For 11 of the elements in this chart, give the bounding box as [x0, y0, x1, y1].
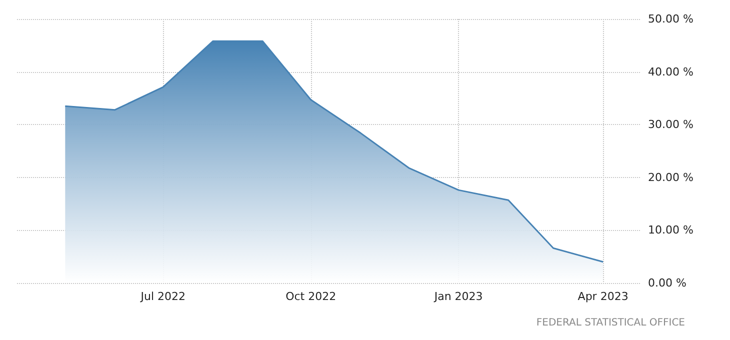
x-tick-label: Apr 2023 — [578, 290, 628, 303]
x-tick-label: Jul 2022 — [140, 290, 186, 303]
y-tick-label: 50.00 % — [648, 12, 694, 26]
y-tick-label: 0.00 % — [648, 276, 686, 290]
text: FEDERAL STATISTICAL OFFICE — [536, 318, 686, 328]
y-tick-label: 10.00 % — [648, 224, 694, 237]
x-tick-label: Jan 2023 — [433, 290, 483, 303]
x-tick-label: Oct 2022 — [286, 290, 336, 303]
y-tick-label: 20.00 % — [648, 170, 694, 184]
y-tick-label: 30.00 % — [648, 118, 694, 132]
y-tick-label: 40.00 % — [648, 65, 694, 78]
